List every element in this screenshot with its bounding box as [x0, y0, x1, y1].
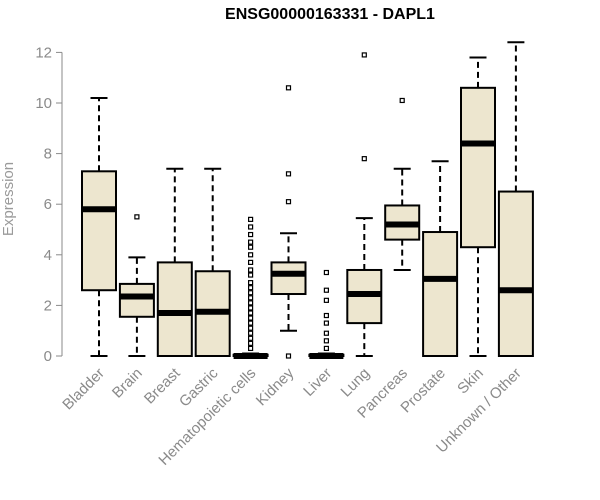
outlier-point — [248, 315, 254, 321]
box-prostate — [422, 160, 459, 357]
outlier-point — [323, 330, 329, 336]
box-pancreas — [384, 97, 421, 271]
outlier-point — [323, 320, 329, 326]
outlier-point — [248, 335, 254, 341]
outlier-point — [248, 267, 254, 273]
outlier-point — [248, 259, 254, 265]
outlier-point — [248, 285, 254, 291]
outlier-point — [248, 340, 254, 346]
y-tick-label: 4 — [44, 247, 52, 264]
outlier-point — [248, 252, 254, 258]
iqr-box — [81, 170, 117, 292]
iqr-box — [156, 261, 193, 358]
outlier-point — [323, 312, 329, 319]
y-axis: 0 2 4 6 8 10 12 — [35, 44, 63, 365]
outlier-point — [248, 290, 254, 296]
outlier-point — [285, 353, 292, 359]
y-tick-label: 10 — [35, 95, 52, 112]
outlier-point — [248, 310, 254, 316]
iqr-box — [460, 86, 496, 249]
outlier-point — [323, 345, 329, 352]
iqr-box — [422, 231, 459, 357]
outlier-point — [248, 224, 254, 230]
outlier-point — [248, 244, 254, 250]
outlier-point — [285, 171, 292, 177]
y-tick-label: 12 — [35, 44, 52, 61]
iqr-box — [270, 261, 307, 296]
outlier-point — [248, 325, 254, 331]
outlier-point — [248, 345, 254, 352]
outlier-point — [248, 216, 254, 222]
outlier-point — [248, 330, 254, 336]
box-breast — [156, 167, 193, 358]
y-tick-label: 6 — [44, 196, 52, 213]
x-tick-label: Skin — [454, 365, 487, 398]
outlier-point — [323, 287, 329, 293]
x-tick-label: Bladder — [59, 365, 108, 414]
box-kidney — [270, 85, 307, 359]
x-tick-label: Kidney — [253, 364, 298, 409]
outlier-point — [361, 156, 367, 162]
box-bladder — [81, 96, 117, 357]
outlier-point — [248, 300, 254, 306]
box-lung — [346, 52, 383, 357]
outlier-point — [248, 239, 254, 245]
outlier-point — [248, 305, 254, 311]
outlier-point — [361, 52, 367, 58]
outlier-point — [323, 269, 329, 276]
y-axis-title: Expression — [0, 162, 17, 236]
box-liver — [308, 269, 345, 359]
box-brain — [118, 214, 155, 357]
outlier-point — [285, 85, 292, 91]
boxes-layer — [81, 41, 534, 359]
y-tick-label: 0 — [44, 348, 52, 365]
box-unknown-other — [497, 41, 534, 357]
outlier-point — [248, 295, 254, 301]
outlier-point — [399, 97, 405, 104]
outlier-point — [248, 231, 254, 238]
box-skin — [460, 56, 496, 357]
chart-title: ENSG00000163331 - DAPL1 — [225, 6, 435, 23]
y-tick-label: 8 — [44, 146, 52, 163]
y-tick-label: 2 — [44, 297, 52, 314]
outlier-point — [248, 280, 254, 286]
box-hematopoietic-cells — [232, 216, 269, 359]
box-gastric — [194, 167, 231, 357]
iqr-box — [118, 282, 155, 318]
outlier-point — [134, 214, 140, 220]
outlier-point — [323, 338, 329, 344]
x-tick-label: Liver — [300, 365, 335, 400]
outlier-point — [285, 199, 292, 205]
outlier-point — [323, 297, 329, 303]
iqr-box — [497, 190, 534, 357]
outlier-point — [248, 272, 254, 278]
outlier-point — [248, 320, 254, 326]
